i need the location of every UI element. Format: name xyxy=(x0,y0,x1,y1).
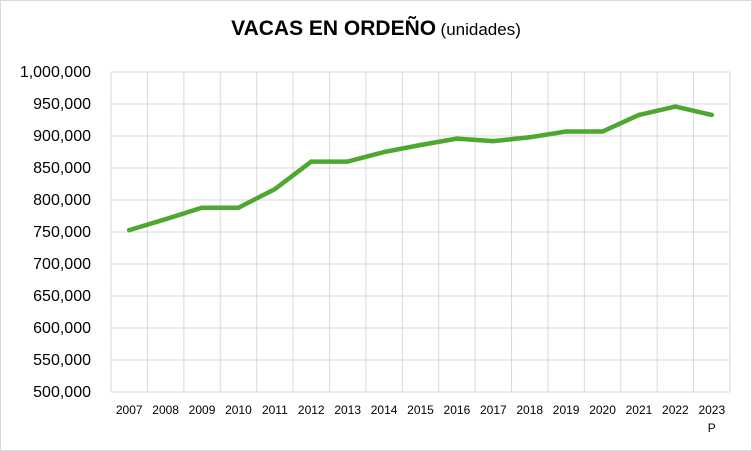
data-point xyxy=(418,142,423,148)
x-tick-sublabel: P xyxy=(708,421,716,435)
data-point xyxy=(673,104,678,109)
x-tick-label: 2018 xyxy=(516,403,543,417)
x-tick-label: 2022 xyxy=(662,403,689,417)
data-point xyxy=(272,186,278,192)
y-tick-label: 550,000 xyxy=(33,352,91,369)
x-tick-label: 2013 xyxy=(334,403,361,417)
data-point xyxy=(163,217,168,222)
data-point xyxy=(381,149,387,155)
data-point xyxy=(454,136,460,141)
data-point xyxy=(636,112,642,118)
x-tick-label: 2019 xyxy=(553,403,580,417)
y-tick-label: 950,000 xyxy=(33,96,91,113)
data-point xyxy=(563,129,569,134)
x-tick-label: 2015 xyxy=(407,403,434,417)
chart-title-unit: (unidades) xyxy=(440,20,521,39)
y-tick-label: 500,000 xyxy=(33,384,91,401)
data-point xyxy=(527,135,532,140)
y-tick-label: 750,000 xyxy=(33,224,91,241)
x-tick-label: 2020 xyxy=(589,403,616,417)
x-tick-label: 2023 xyxy=(698,403,725,417)
y-tick-label: 800,000 xyxy=(33,192,91,209)
x-tick-label: 2017 xyxy=(480,403,507,417)
chart-title: VACAS EN ORDEÑO (unidades) xyxy=(0,17,752,41)
x-tick-label: 2014 xyxy=(371,403,398,417)
y-tick-label: 700,000 xyxy=(33,256,91,273)
x-tick-label: 2010 xyxy=(225,403,252,417)
x-tick-label: 2021 xyxy=(626,403,653,417)
x-tick-label: 2009 xyxy=(189,403,216,417)
chart-title-main: VACAS EN ORDEÑO xyxy=(231,17,437,40)
x-tick-label: 2011 xyxy=(262,403,288,417)
y-tick-label: 850,000 xyxy=(33,160,91,177)
x-tick-label: 2012 xyxy=(298,403,325,417)
data-point xyxy=(491,138,496,144)
data-point xyxy=(345,159,350,164)
y-tick-label: 650,000 xyxy=(33,288,91,305)
data-point xyxy=(309,159,314,164)
data-point xyxy=(600,129,605,134)
x-tick-label: 2007 xyxy=(116,403,143,417)
data-point xyxy=(236,205,241,210)
y-tick-label: 900,000 xyxy=(33,128,91,145)
x-tick-label: 2016 xyxy=(444,403,471,417)
y-tick-label: 600,000 xyxy=(33,320,91,337)
data-point xyxy=(199,205,205,210)
data-point xyxy=(709,112,714,118)
x-tick-label: 2008 xyxy=(152,403,179,417)
data-point xyxy=(127,227,132,233)
y-tick-label: 1,000,000 xyxy=(20,64,91,81)
